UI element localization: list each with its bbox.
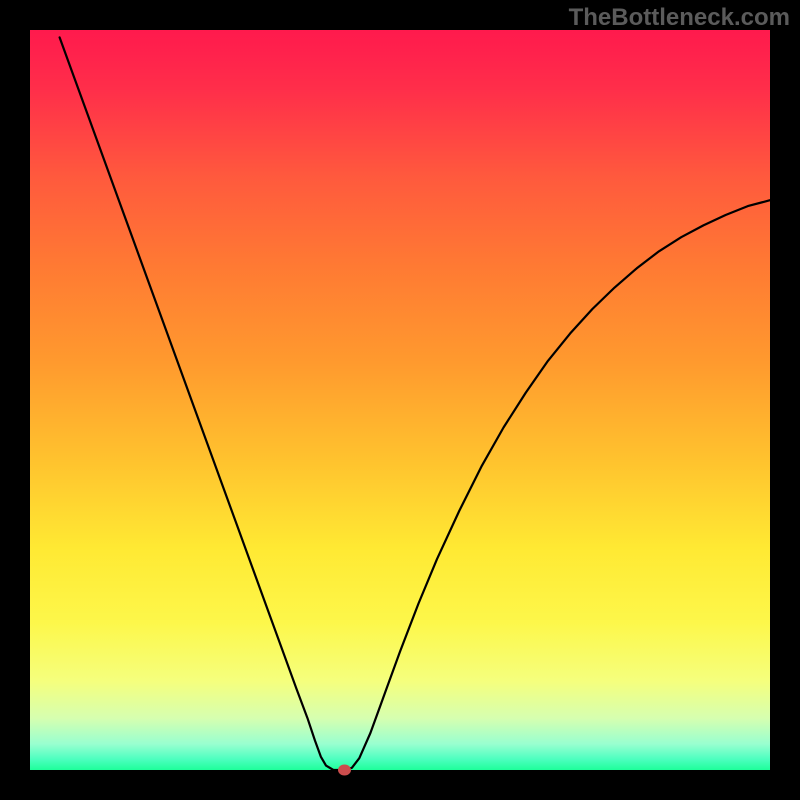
minimum-marker — [338, 765, 351, 776]
watermark-text: TheBottleneck.com — [569, 4, 790, 32]
chart-container: TheBottleneck.com — [0, 0, 800, 800]
plot-background — [30, 30, 770, 770]
bottleneck-chart — [0, 0, 800, 800]
